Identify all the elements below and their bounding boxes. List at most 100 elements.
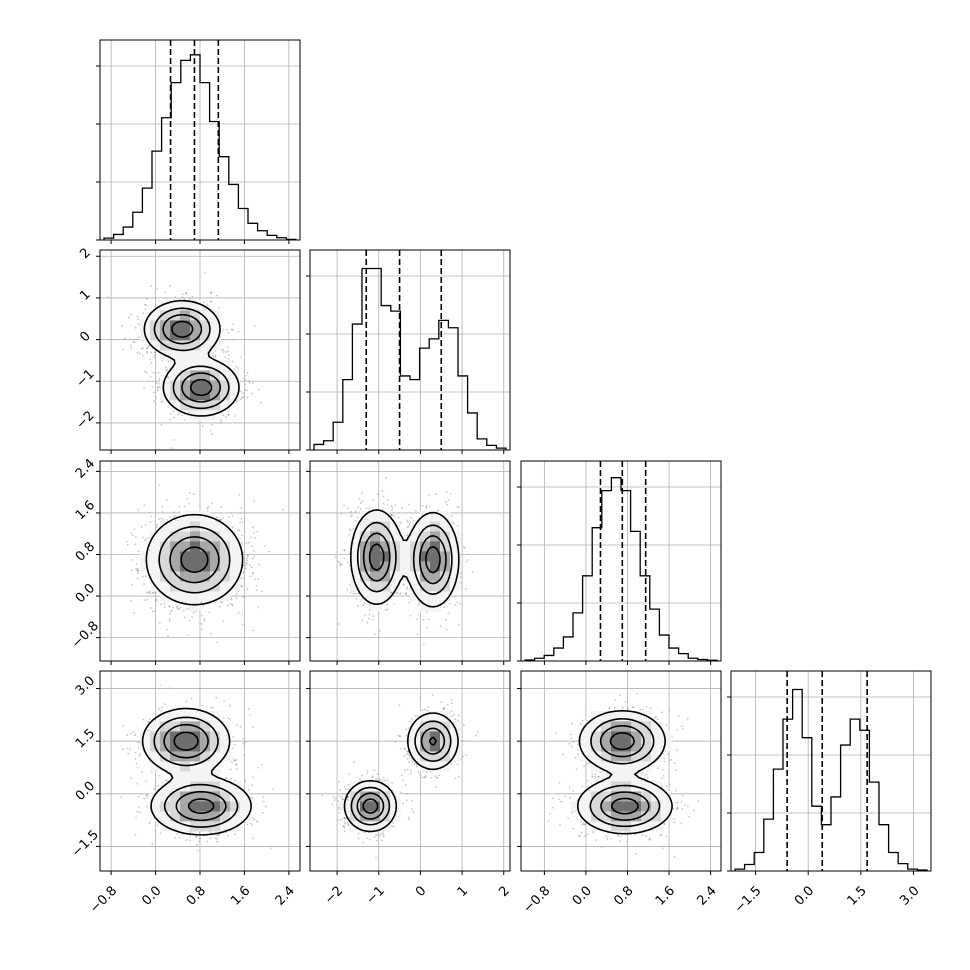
scatter-point <box>227 516 230 518</box>
scatter-point <box>203 620 206 623</box>
scatter-point <box>185 291 187 294</box>
scatter-point <box>240 585 243 587</box>
scatter-point <box>365 507 368 510</box>
scatter-point <box>136 577 139 580</box>
scatter-point <box>226 346 229 349</box>
density-cell <box>210 340 221 351</box>
scatter-point <box>427 494 430 497</box>
density-cell <box>180 340 191 351</box>
histogram-step <box>734 688 928 871</box>
scatter-point <box>426 626 428 629</box>
scatter-point <box>241 585 243 588</box>
scatter-point <box>145 371 148 374</box>
scatter-point <box>158 518 161 521</box>
scatter-point <box>206 507 209 510</box>
scatter-point <box>446 503 448 506</box>
scatter-point <box>220 506 223 508</box>
scatter-point <box>186 497 189 500</box>
scatter-point <box>149 376 152 378</box>
scatter-point <box>164 291 166 294</box>
scatter-point <box>140 525 143 528</box>
scatter-point <box>210 300 213 303</box>
scatter-point <box>343 557 346 560</box>
density-cell <box>190 511 201 522</box>
scatter-point <box>136 570 139 573</box>
scatter-point <box>136 567 139 570</box>
scatter-point <box>367 617 370 620</box>
contour-line <box>143 299 240 417</box>
scatter-point <box>146 298 148 300</box>
scatter-point <box>244 379 247 382</box>
scatter-point <box>263 544 266 547</box>
scatter-point <box>252 571 255 574</box>
density-cell <box>180 591 191 602</box>
density-cell <box>190 571 201 582</box>
scatter-point <box>150 285 152 288</box>
scatter-point <box>187 634 190 636</box>
scatter-point <box>406 526 409 528</box>
scatter-point <box>128 316 131 319</box>
scatter-point <box>203 618 206 621</box>
density-cell <box>220 541 231 552</box>
scatter-point <box>396 591 399 594</box>
scatter-point <box>210 632 212 635</box>
scatter-point <box>188 619 191 622</box>
scatter-point <box>251 382 254 384</box>
scatter-point <box>354 519 357 522</box>
scatter-point <box>193 493 196 495</box>
scatter-point <box>152 371 155 374</box>
density-cell <box>200 591 211 602</box>
scatter-point <box>130 532 133 535</box>
scatter-point <box>282 508 285 511</box>
scatter-point <box>241 396 244 399</box>
scatter-point <box>130 313 133 316</box>
density-cell <box>150 310 161 321</box>
scatter-point <box>372 498 375 501</box>
scatter-point <box>253 578 256 580</box>
scatter-point <box>425 611 428 614</box>
scatter-point <box>229 602 232 605</box>
scatter-point <box>246 559 248 562</box>
scatter-point <box>239 522 242 524</box>
density-cell <box>160 380 171 391</box>
scatter-point <box>158 378 161 380</box>
scatter-point <box>156 287 159 290</box>
scatter-point <box>373 633 376 636</box>
scatter-point <box>150 515 153 518</box>
density-cell <box>190 380 201 391</box>
density-panel <box>96 460 301 665</box>
scatter-point <box>240 534 243 537</box>
density-cell <box>170 340 181 351</box>
scatter-point <box>414 509 417 512</box>
scatter-point <box>408 526 410 528</box>
scatter-point <box>405 592 408 595</box>
scatter-point <box>166 375 169 378</box>
scatter-point <box>176 608 179 610</box>
scatter-point <box>246 555 249 558</box>
scatter-point <box>376 493 379 495</box>
histogram-panel <box>96 39 301 244</box>
scatter-point <box>240 356 243 359</box>
scatter-point <box>165 369 168 372</box>
scatter-point <box>155 598 158 601</box>
panel-background <box>521 461 721 661</box>
scatter-point <box>182 293 184 296</box>
density-cell <box>140 551 151 562</box>
scatter-point <box>248 564 251 567</box>
scatter-point <box>191 295 194 298</box>
scatter-point <box>406 534 409 537</box>
scatter-point <box>406 586 408 588</box>
scatter-point <box>399 592 401 595</box>
scatter-point <box>222 328 225 331</box>
scatter-point <box>368 613 371 616</box>
scatter-point <box>445 501 447 503</box>
density-cell <box>210 571 221 582</box>
scatter-point <box>134 536 137 538</box>
density-cell <box>140 561 151 572</box>
scatter-point <box>390 514 393 517</box>
density-cell <box>160 551 171 562</box>
density-cell <box>220 551 231 562</box>
scatter-point <box>237 331 240 333</box>
scatter-point <box>408 523 411 526</box>
density-cell <box>180 581 191 592</box>
